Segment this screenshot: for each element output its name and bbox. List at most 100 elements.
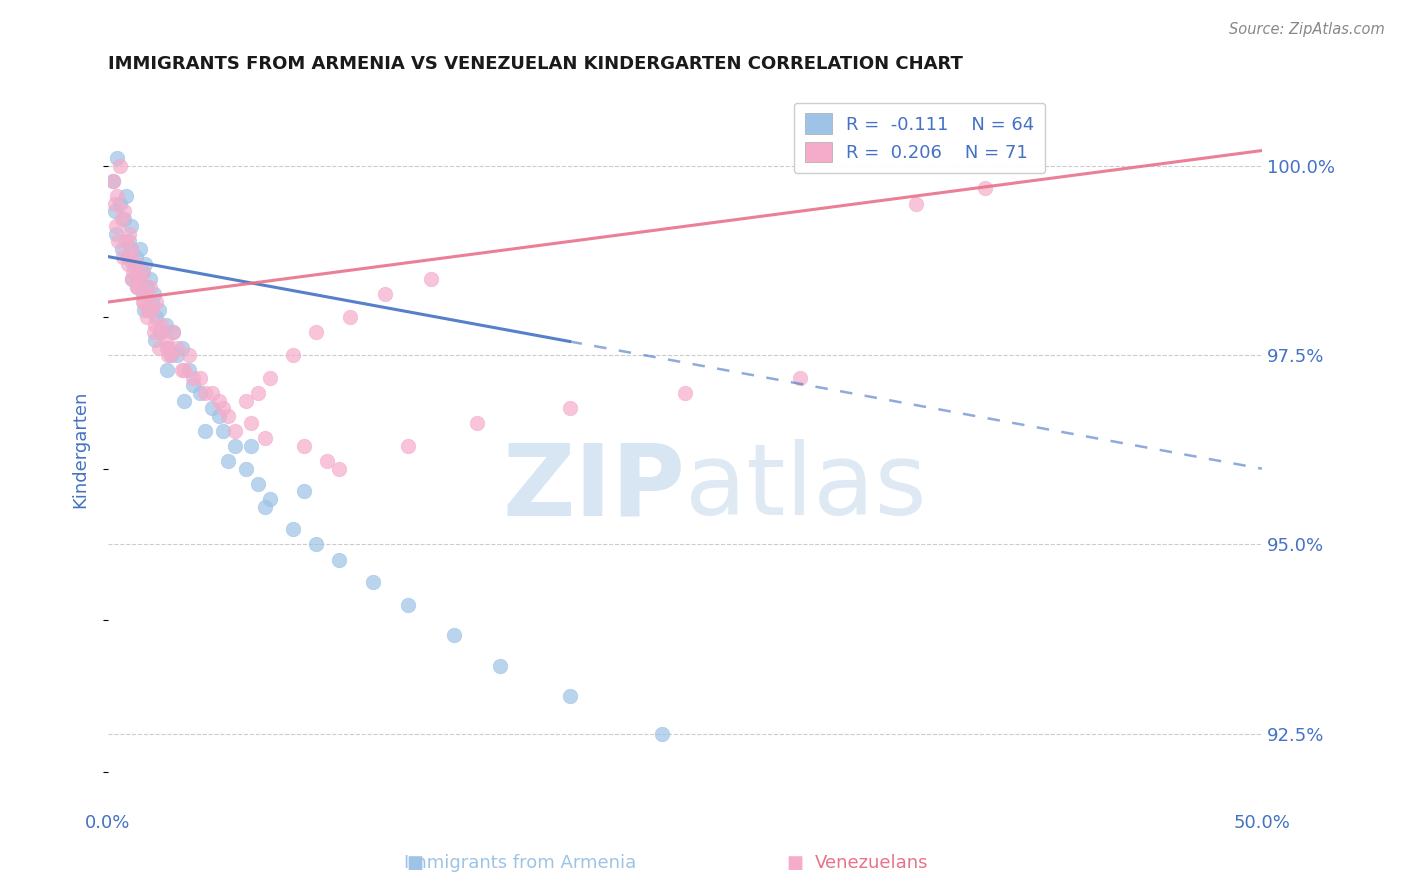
Point (188, 371, 211, 385)
Point (183, 371, 205, 385)
Point (194, 386, 217, 401)
Point (166, 341, 188, 355)
Point (122, 257, 145, 271)
Point (143, 326, 166, 340)
Point (143, 333, 166, 347)
Point (118, 235, 141, 249)
Point (148, 341, 170, 355)
Point (149, 326, 172, 340)
Point (420, 272, 443, 286)
Point (117, 257, 139, 271)
Point (155, 333, 177, 347)
Point (120, 242, 142, 256)
Point (240, 416, 263, 430)
Y-axis label: Kindergarten: Kindergarten (72, 391, 89, 508)
Legend: R =  -0.111    N = 64, R =  0.206    N = 71: R = -0.111 N = 64, R = 0.206 N = 71 (794, 103, 1045, 173)
Point (246, 476, 269, 491)
Point (292, 439, 315, 453)
Text: Immigrants from Armenia: Immigrants from Armenia (404, 855, 637, 872)
Point (489, 658, 512, 673)
Point (170, 363, 193, 377)
Point (212, 424, 235, 438)
Point (156, 341, 179, 355)
Point (443, 628, 465, 642)
Point (120, 219, 142, 234)
Point (143, 287, 166, 301)
Point (127, 272, 149, 286)
Point (150, 318, 173, 332)
Point (224, 424, 246, 438)
Point (104, 204, 127, 219)
Point (173, 393, 195, 408)
Point (194, 424, 217, 438)
Point (122, 265, 145, 279)
Point (155, 318, 177, 332)
Point (129, 242, 152, 256)
Point (974, 181, 997, 195)
Point (112, 204, 135, 219)
Point (131, 265, 153, 279)
Point (111, 211, 134, 226)
Point (188, 386, 211, 401)
Point (292, 484, 315, 499)
Point (558, 401, 581, 416)
Point (253, 500, 276, 514)
Point (328, 461, 350, 475)
Point (305, 537, 328, 551)
Point (208, 393, 231, 408)
Point (141, 295, 163, 310)
Point (127, 280, 149, 294)
Text: IMMIGRANTS FROM ARMENIA VS VENEZUELAN KINDERGARTEN CORRELATION CHART: IMMIGRANTS FROM ARMENIA VS VENEZUELAN KI… (108, 55, 963, 73)
Point (134, 257, 156, 271)
Point (105, 219, 128, 234)
Point (166, 348, 188, 362)
Point (253, 431, 276, 445)
Point (259, 371, 281, 385)
Point (136, 280, 159, 294)
Point (132, 295, 155, 310)
Text: atlas: atlas (685, 439, 927, 536)
Point (136, 310, 159, 325)
Point (281, 348, 304, 362)
Point (396, 439, 419, 453)
Point (141, 302, 163, 317)
Point (217, 454, 239, 468)
Point (145, 310, 167, 325)
Point (162, 326, 184, 340)
Point (170, 341, 193, 355)
Point (558, 689, 581, 703)
Point (131, 295, 153, 310)
Point (201, 386, 224, 401)
Point (121, 272, 143, 286)
Point (131, 287, 153, 301)
Point (374, 287, 396, 301)
Point (125, 280, 148, 294)
Point (120, 242, 142, 256)
Point (117, 250, 139, 264)
Point (115, 189, 138, 203)
Point (160, 348, 183, 362)
Point (104, 196, 127, 211)
Point (105, 227, 128, 241)
Point (208, 409, 231, 423)
Point (177, 363, 200, 377)
Point (904, 196, 927, 211)
Point (235, 393, 257, 408)
Point (148, 302, 170, 317)
Point (212, 401, 235, 416)
Point (129, 272, 152, 286)
Text: ■: ■ (786, 855, 803, 872)
Point (125, 250, 148, 264)
Point (131, 265, 153, 279)
Point (156, 348, 179, 362)
Point (673, 386, 696, 401)
Point (651, 727, 673, 741)
Point (240, 439, 263, 453)
Point (177, 348, 200, 362)
Point (118, 227, 141, 241)
Point (160, 348, 183, 362)
Point (156, 341, 179, 355)
Point (259, 491, 281, 506)
Point (138, 302, 160, 317)
Point (145, 295, 167, 310)
